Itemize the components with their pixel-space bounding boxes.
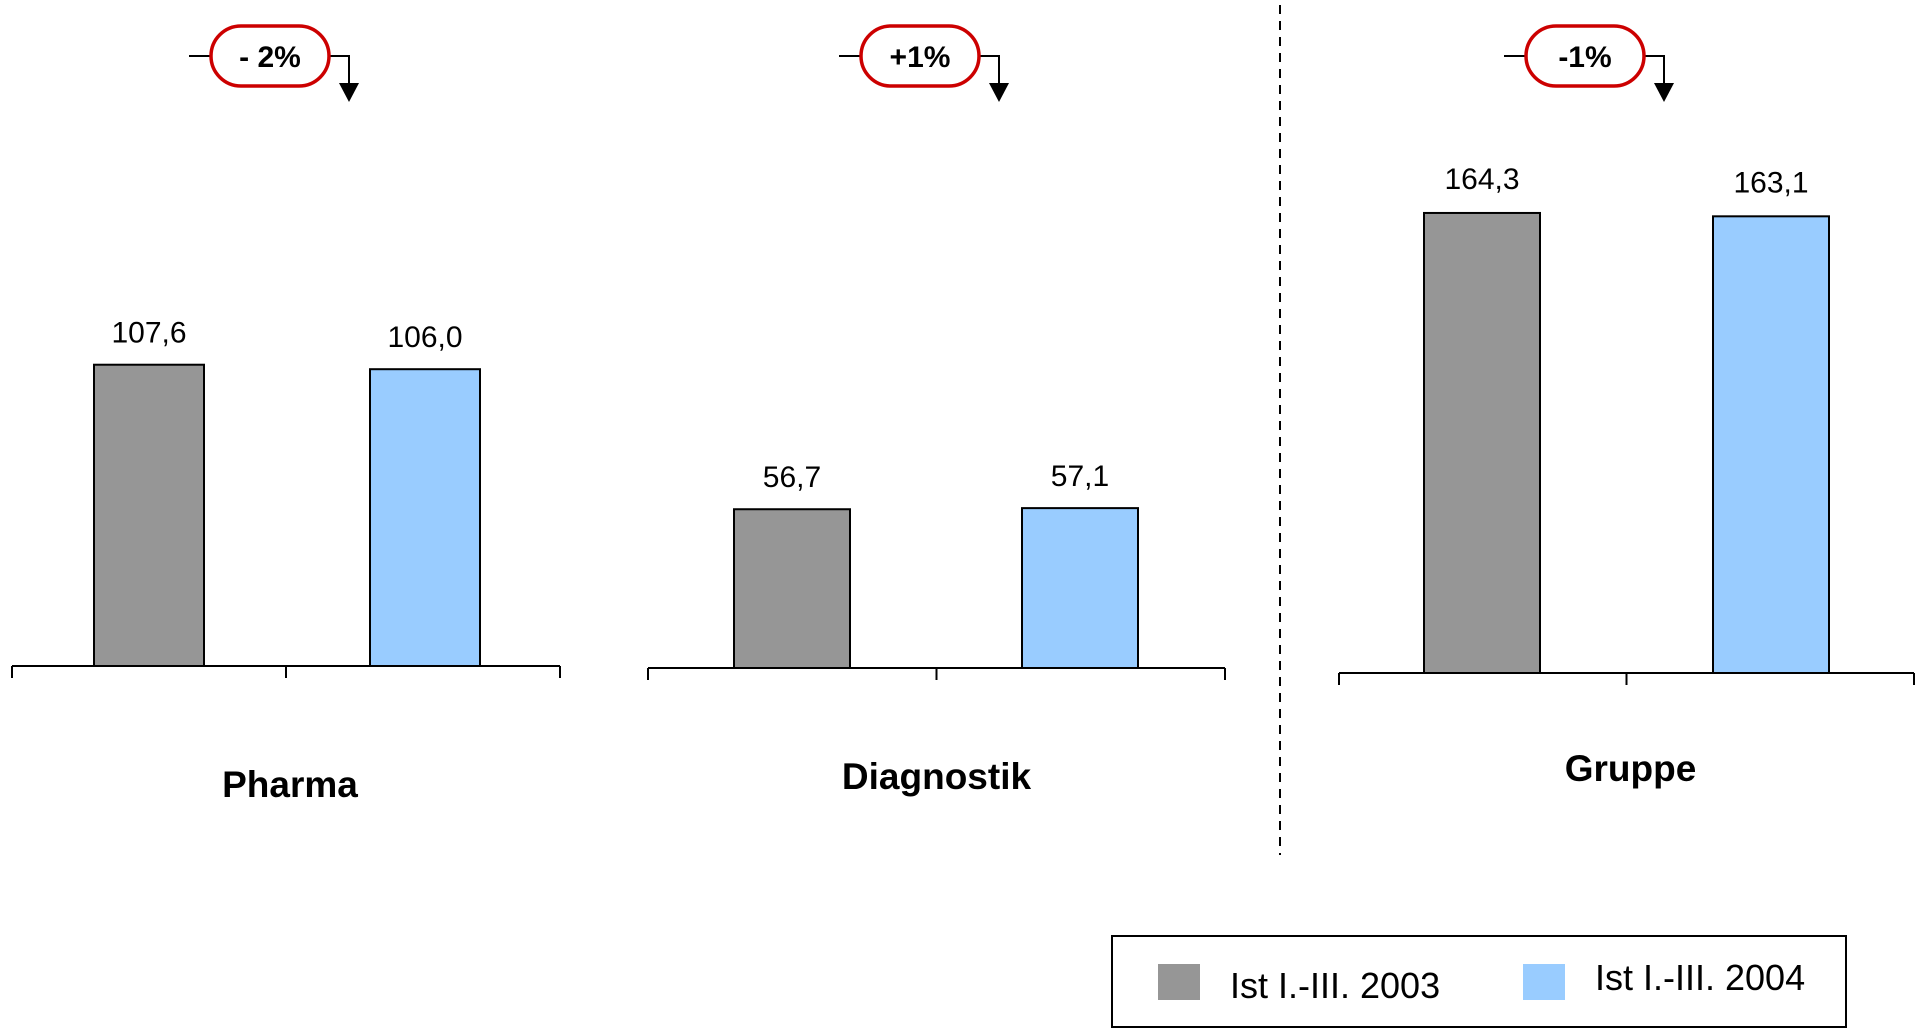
bar-diagnostik-2003 xyxy=(733,508,851,669)
change-arrow-down-icon-gruppe xyxy=(1654,83,1674,102)
legend-label-2004: Ist I.-III. 2004 xyxy=(1595,956,1806,998)
change-arrow-down-icon-diagnostik xyxy=(989,83,1009,102)
value-label-pharma-2003: 107,6 xyxy=(111,317,186,350)
legend-swatch-2003 xyxy=(1158,963,1200,1000)
change-label-pharma: - 2% xyxy=(239,41,301,74)
change-label-gruppe: -1% xyxy=(1558,41,1611,74)
legend-item-2003: Ist I.-III. 2003 xyxy=(1158,937,1440,1026)
change-badge-pharma xyxy=(209,24,331,88)
value-label-diagnostik-2004: 57,1 xyxy=(1051,460,1109,493)
bar-pharma-2004 xyxy=(369,368,481,667)
change-arrow-down-icon-pharma xyxy=(339,83,359,102)
category-label-pharma: Pharma xyxy=(222,764,358,805)
value-label-pharma-2004: 106,0 xyxy=(387,321,462,354)
bar-pharma-2003 xyxy=(93,363,205,667)
legend: Ist I.-III. 2003 Ist I.-III. 2004 xyxy=(1111,935,1847,1028)
legend-item-2004: Ist I.-III. 2004 xyxy=(1523,937,1805,1026)
change-label-diagnostik: +1% xyxy=(890,41,951,74)
value-label-diagnostik-2003: 56,7 xyxy=(763,461,821,494)
category-label-diagnostik: Diagnostik xyxy=(842,756,1032,797)
change-badge-gruppe xyxy=(1524,24,1646,88)
value-label-gruppe-2003: 164,3 xyxy=(1444,163,1519,196)
legend-swatch-2004 xyxy=(1523,963,1565,1000)
category-label-gruppe: Gruppe xyxy=(1565,748,1697,789)
change-connector-right-pharma xyxy=(329,55,350,86)
change-connector-right-diagnostik xyxy=(979,55,1000,86)
bar-diagnostik-2004 xyxy=(1021,507,1139,669)
legend-label-2003: Ist I.-III. 2003 xyxy=(1230,964,1441,1006)
bar-gruppe-2004 xyxy=(1712,215,1830,674)
change-badge-diagnostik xyxy=(859,24,981,88)
bar-gruppe-2003 xyxy=(1423,211,1541,675)
change-connector-right-gruppe xyxy=(1644,55,1665,86)
value-label-gruppe-2004: 163,1 xyxy=(1733,166,1808,199)
